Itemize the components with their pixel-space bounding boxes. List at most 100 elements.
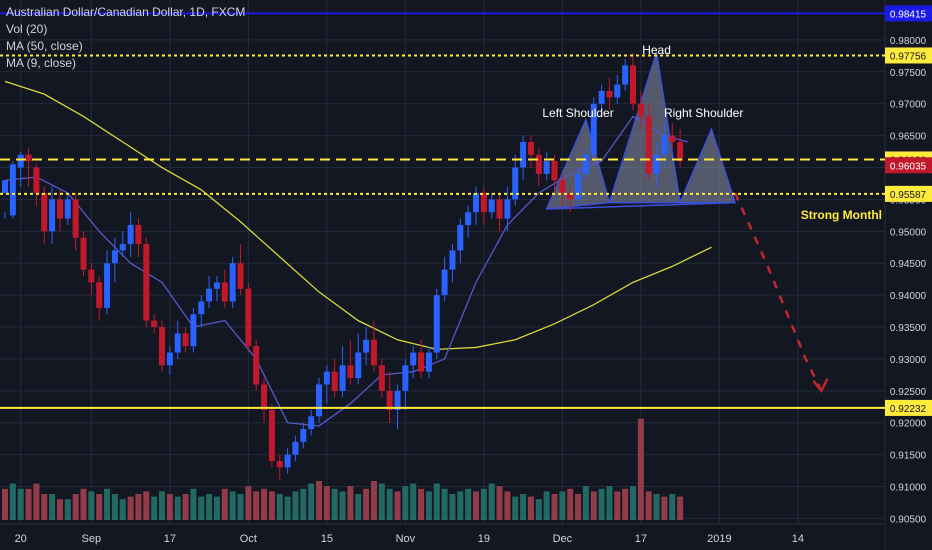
time-tick-label: Oct (240, 533, 257, 545)
candle-body (339, 365, 346, 391)
volume-bar (276, 494, 283, 520)
candle-body (159, 327, 165, 366)
volume-bar (449, 494, 456, 520)
volume-bar (119, 499, 126, 520)
candle-body (661, 135, 668, 155)
candle-body (449, 250, 456, 270)
chart-legend: Australian Dollar/Canadian Dollar, 1D, F… (6, 4, 245, 72)
time-axis[interactable]: 20 Sep 17 Oct 15 Nov 19 Dec 17 2019 14 (0, 523, 885, 550)
level-label-0.97756: 0.97756 (890, 51, 927, 62)
candle-body (127, 224, 134, 245)
volume-bar (582, 486, 589, 520)
time-tick-label: Nov (396, 533, 416, 545)
horizontal-levels[interactable]: 0.984150.977560.961260.955870.922320.960… (0, 5, 932, 416)
volume-bar (127, 496, 134, 520)
candle-body (535, 154, 542, 174)
volume-bar (64, 499, 71, 520)
volume-bar (496, 486, 503, 520)
volume-bar (535, 499, 542, 520)
candle-body (88, 269, 95, 283)
pattern-annotations: Head Left Shoulder Right Shoulder Strong Mo… (542, 43, 882, 222)
candle-body (300, 429, 307, 442)
candle-body (394, 390, 401, 410)
candle-body (677, 141, 684, 162)
price-tick-label: 0.90500 (890, 514, 927, 525)
candle-body (190, 314, 197, 347)
price-tick-label: 0.93000 (890, 355, 927, 366)
volume-bar (159, 491, 165, 520)
volume-bar (527, 496, 534, 520)
volume-bar (104, 488, 111, 520)
candle-body (33, 167, 40, 194)
price-tick-label: 0.93500 (890, 323, 927, 334)
candle-body (41, 193, 48, 232)
candle-body (213, 282, 220, 289)
candle-body (268, 409, 275, 462)
volume-bar (543, 491, 550, 520)
candle-body (457, 224, 464, 251)
price-tick-label: 0.91000 (890, 483, 927, 494)
candle-body (166, 352, 173, 366)
volume-bar (245, 486, 252, 520)
ma9-line (4, 115, 689, 427)
candle-body (331, 371, 338, 391)
price-tick-label: 0.94500 (890, 259, 927, 270)
price-axis[interactable]: 0.980000.975000.970000.965000.960000.955… (884, 0, 932, 550)
candle-body (25, 154, 32, 162)
candle-body (9, 164, 16, 216)
candle-body (182, 333, 189, 347)
candle-body (80, 237, 87, 270)
candle-body (590, 103, 597, 155)
candle-body (276, 461, 283, 468)
volume-bar (575, 494, 582, 520)
candle-body (512, 167, 519, 200)
candle-body (370, 339, 377, 366)
candle-body (237, 263, 244, 289)
volume-bar (9, 483, 16, 520)
candle-body (119, 244, 126, 251)
candle-body (2, 180, 8, 194)
volume-bar (355, 494, 362, 520)
time-tick-label: 14 (792, 533, 804, 545)
volume-bar (198, 496, 205, 520)
indicator-volume: Vol (20) (6, 22, 48, 36)
annotation-strong-monthly: Strong Monthl (801, 208, 882, 222)
time-tick-label: 20 (15, 533, 27, 545)
candle-body (308, 416, 315, 430)
candle-body (229, 263, 236, 302)
time-tick-label: Dec (553, 533, 573, 545)
candle-body (355, 352, 362, 379)
indicator-ma50: MA (50, close) (6, 39, 83, 53)
volume-bar (637, 418, 644, 520)
volume-bar (465, 488, 472, 520)
forecast-arrow-head (812, 378, 829, 394)
candle-body (433, 295, 440, 353)
volume-bar (598, 488, 605, 520)
candle-body (56, 199, 63, 219)
candle-body (174, 333, 181, 353)
volume-bar (410, 483, 417, 520)
volume-bar (370, 481, 377, 520)
candle-body (410, 352, 417, 366)
candle-body (575, 173, 582, 200)
price-tick-label: 0.97000 (890, 100, 927, 111)
candle-body (221, 282, 228, 302)
candle-body (622, 65, 629, 85)
volume-bar (504, 491, 511, 520)
candle-body (198, 301, 205, 315)
volume-bar (480, 488, 487, 520)
candle-body (669, 135, 676, 142)
volume-bar (17, 488, 24, 520)
volume-bar (402, 486, 409, 520)
level-tag-0.98415 (885, 5, 932, 22)
volume-bar (630, 486, 636, 520)
candle-body (551, 161, 558, 181)
candle-body (488, 199, 495, 213)
candle-body (496, 199, 503, 219)
level-tag-0.97756 (885, 47, 932, 64)
candle-body (425, 352, 432, 372)
forecast-arrow (733, 192, 829, 394)
candle-body (64, 199, 71, 219)
price-axis-bg (885, 0, 932, 550)
